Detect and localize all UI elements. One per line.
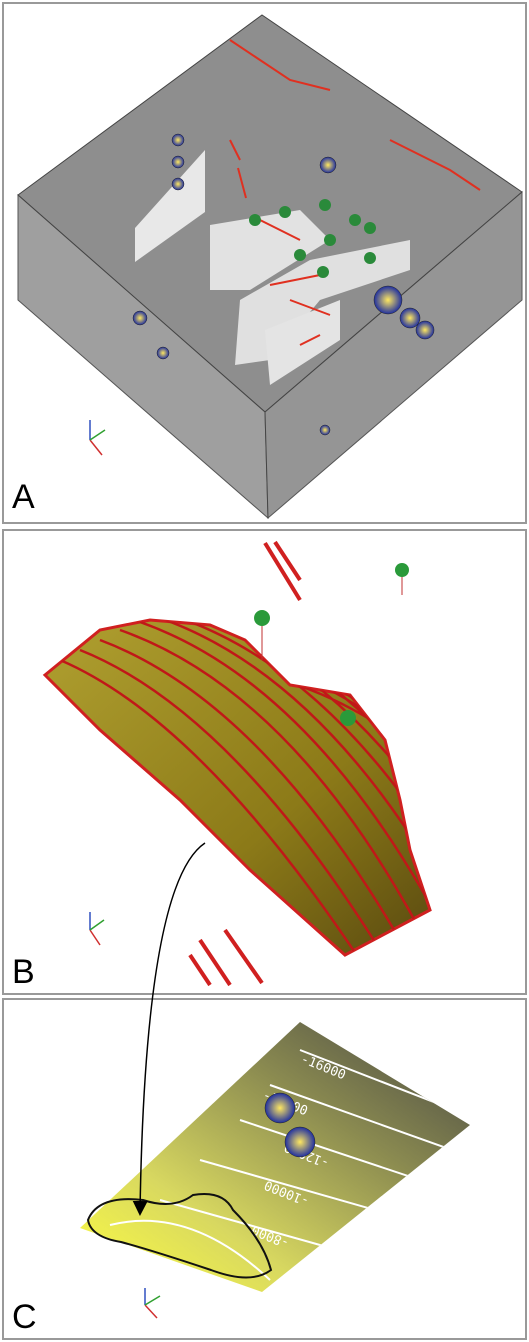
panel-label: A xyxy=(12,478,35,516)
panel-a: A xyxy=(3,3,526,523)
panel-label: C xyxy=(12,1298,37,1336)
panel-label: B xyxy=(12,953,35,991)
panel-b: B xyxy=(3,530,529,994)
figure: A B -16000 -14000 -12000 -10000 -8000 C xyxy=(0,0,529,1342)
panel-c: -16000 -14000 -12000 -10000 -8000 C xyxy=(3,999,526,1339)
